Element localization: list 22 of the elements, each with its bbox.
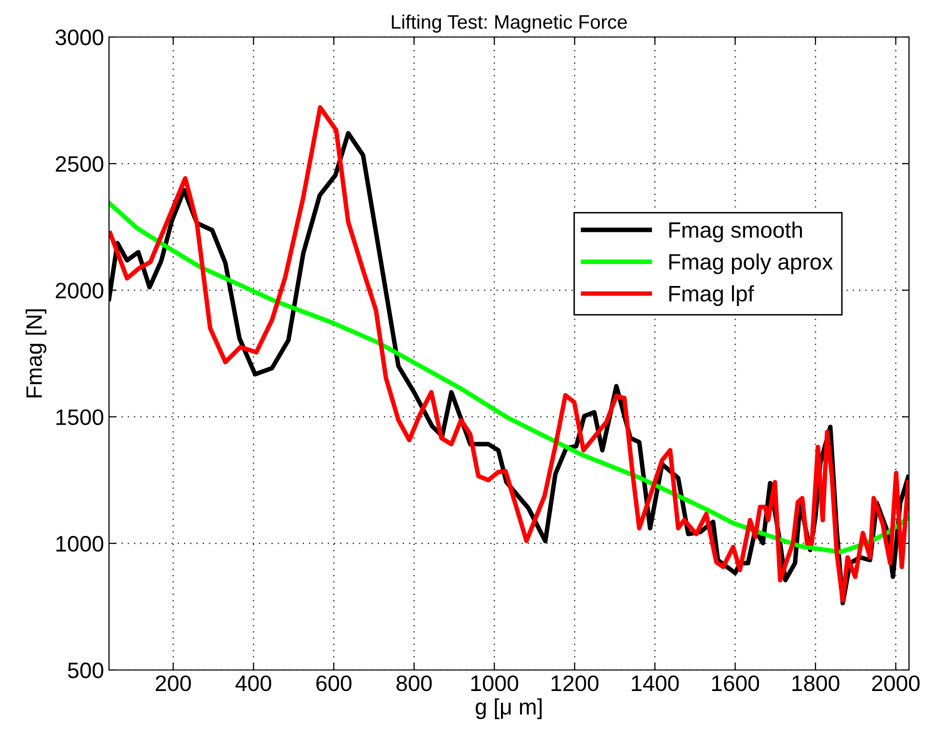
y-axis-title: Fmag [N] bbox=[26, 309, 46, 398]
y-tick-label: 2000 bbox=[56, 282, 104, 298]
x-tick-label: 1200 bbox=[552, 675, 598, 692]
x-tick-label: 1400 bbox=[632, 675, 679, 692]
y-tick-label: 500 bbox=[68, 662, 104, 678]
y-tick-label: 1500 bbox=[56, 409, 104, 426]
legend-label: Fmag smooth bbox=[669, 222, 802, 242]
x-tick-label: 200 bbox=[156, 675, 191, 692]
legend-label: Fmag poly aprox bbox=[669, 253, 833, 274]
x-tick-label: 1000 bbox=[471, 675, 518, 692]
legend-label: Fmag lpf bbox=[669, 285, 754, 306]
y-tick-label: 1000 bbox=[56, 536, 104, 552]
x-axis-title: g [μ m] bbox=[476, 698, 542, 720]
x-tick-label: 1600 bbox=[712, 675, 760, 692]
chart-title: Lifting Test: Magnetic Force bbox=[392, 14, 627, 33]
x-tick-label: 800 bbox=[396, 675, 432, 692]
y-tick-label: 3000 bbox=[56, 30, 104, 46]
x-tick-label: 600 bbox=[316, 675, 352, 692]
x-tick-label: 1800 bbox=[792, 675, 840, 692]
x-tick-label: 2000 bbox=[872, 675, 920, 692]
x-tick-label: 400 bbox=[235, 675, 272, 692]
y-tick-label: 2500 bbox=[56, 156, 104, 172]
